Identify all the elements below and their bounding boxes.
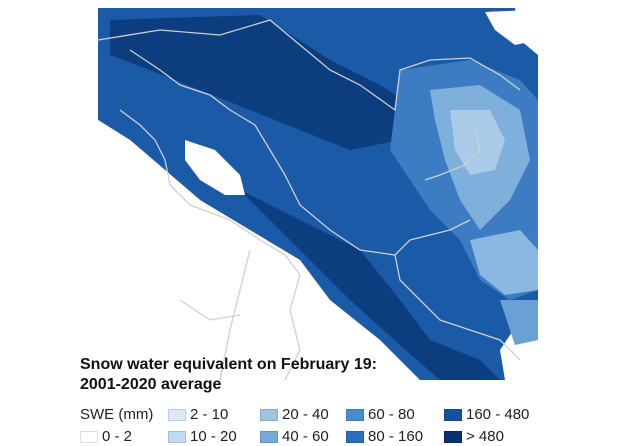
legend-label-0-2: 0 - 2 xyxy=(102,428,133,445)
legend-label-40-60: 40 - 60 xyxy=(282,428,329,445)
legend-swatch-gt-480 xyxy=(444,431,462,443)
legend-swatch-40-60 xyxy=(260,431,278,443)
map-title-line1: Snow water equivalent on February 19: xyxy=(80,356,377,373)
legend-label-60-80: 60 - 80 xyxy=(368,406,415,423)
legend-swatch-20-40 xyxy=(260,409,278,421)
legend-label-2-10: 2 - 10 xyxy=(190,406,229,423)
legend-swatch-2-10 xyxy=(168,409,186,421)
legend-label-80-160: 80 - 160 xyxy=(368,428,424,445)
legend-swatch-160-480 xyxy=(444,409,462,421)
legend-swatch-80-160 xyxy=(346,431,364,443)
legend-label-20-40: 20 - 40 xyxy=(282,406,329,423)
legend-swatch-10-20 xyxy=(168,431,186,443)
legend-swatch-0-2 xyxy=(80,431,98,443)
legend-label-160-480: 160 - 480 xyxy=(466,406,530,423)
snow-region-max xyxy=(110,15,420,150)
valley-white-patch xyxy=(185,140,245,195)
legend-heading: SWE (mm) xyxy=(80,406,154,423)
legend-label-10-20: 10 - 20 xyxy=(190,428,237,445)
legend-label-gt-480: > 480 xyxy=(466,428,504,445)
legend-swatch-60-80 xyxy=(346,409,364,421)
map-title-line2: 2001-2020 average xyxy=(80,376,222,393)
